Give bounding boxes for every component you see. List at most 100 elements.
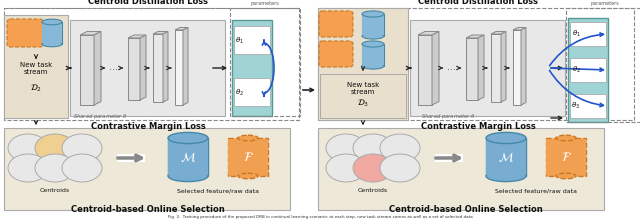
FancyBboxPatch shape xyxy=(319,11,353,37)
Bar xyxy=(513,30,521,105)
Ellipse shape xyxy=(486,170,526,182)
Bar xyxy=(168,139,208,175)
Ellipse shape xyxy=(326,134,366,162)
Ellipse shape xyxy=(353,154,393,182)
Polygon shape xyxy=(491,32,506,34)
Bar xyxy=(362,14,384,36)
Polygon shape xyxy=(140,35,146,100)
Polygon shape xyxy=(521,28,526,105)
Text: $\theta_2$: $\theta_2$ xyxy=(572,65,580,75)
Polygon shape xyxy=(478,35,484,100)
Bar xyxy=(128,38,140,100)
Bar xyxy=(318,128,604,210)
Bar xyxy=(570,58,606,82)
Text: $\mathcal{M}$: $\mathcal{M}$ xyxy=(180,150,196,164)
Bar xyxy=(410,20,565,116)
Bar xyxy=(486,139,526,175)
Bar xyxy=(486,138,526,176)
Text: $\mathcal{D}_2$: $\mathcal{D}_2$ xyxy=(30,82,42,94)
Bar xyxy=(362,44,384,66)
Bar xyxy=(566,8,640,122)
Polygon shape xyxy=(80,32,101,35)
Text: Centroid-based Online Selection: Centroid-based Online Selection xyxy=(389,205,543,214)
Ellipse shape xyxy=(62,134,102,162)
FancyBboxPatch shape xyxy=(7,19,43,47)
Text: Centroid Distillation Loss: Centroid Distillation Loss xyxy=(418,0,538,6)
Polygon shape xyxy=(418,32,439,35)
Text: Centroids: Centroids xyxy=(40,188,70,193)
Bar xyxy=(117,154,145,162)
Text: Shared parameter $\theta$: Shared parameter $\theta$ xyxy=(420,112,476,121)
Text: Centroid Distillation Loss: Centroid Distillation Loss xyxy=(88,0,208,6)
Bar xyxy=(546,138,586,176)
Text: $\theta_1$: $\theta_1$ xyxy=(234,36,243,46)
Polygon shape xyxy=(175,28,188,30)
Text: $\theta_1$: $\theta_1$ xyxy=(572,29,580,39)
Polygon shape xyxy=(128,35,146,38)
Polygon shape xyxy=(153,32,168,34)
Ellipse shape xyxy=(380,134,420,162)
Bar xyxy=(320,74,406,118)
Polygon shape xyxy=(501,32,506,102)
Bar xyxy=(230,8,300,116)
Bar xyxy=(546,139,586,175)
Ellipse shape xyxy=(8,154,48,182)
Ellipse shape xyxy=(168,170,208,182)
Ellipse shape xyxy=(362,63,384,69)
Polygon shape xyxy=(183,28,188,105)
Ellipse shape xyxy=(556,173,576,179)
Bar xyxy=(4,15,68,118)
Ellipse shape xyxy=(353,134,393,162)
Ellipse shape xyxy=(35,154,75,182)
Ellipse shape xyxy=(42,41,62,47)
Text: New task
stream: New task stream xyxy=(20,61,52,75)
Text: Contrastive Margin Loss: Contrastive Margin Loss xyxy=(420,122,536,131)
Ellipse shape xyxy=(486,132,526,144)
Text: ···: ··· xyxy=(447,65,456,75)
Bar xyxy=(42,22,62,44)
Text: $\mathcal{F}$: $\mathcal{F}$ xyxy=(561,151,572,163)
Bar xyxy=(234,78,270,106)
Bar xyxy=(228,139,268,175)
Ellipse shape xyxy=(380,154,420,182)
Polygon shape xyxy=(432,32,439,105)
Text: New task
stream: New task stream xyxy=(347,81,379,95)
Bar xyxy=(466,38,478,100)
Ellipse shape xyxy=(8,134,48,162)
Ellipse shape xyxy=(556,135,576,141)
Ellipse shape xyxy=(362,41,384,47)
Bar xyxy=(570,94,606,118)
Ellipse shape xyxy=(42,19,62,25)
Bar xyxy=(362,15,384,35)
Ellipse shape xyxy=(362,11,384,17)
Bar xyxy=(153,34,163,102)
Text: $\mathcal{F}$: $\mathcal{F}$ xyxy=(243,151,253,163)
Bar xyxy=(70,20,225,116)
Bar xyxy=(42,23,62,43)
Text: Centroids: Centroids xyxy=(358,188,388,193)
Text: Task-specific
parameters: Task-specific parameters xyxy=(589,0,620,6)
Text: ···: ··· xyxy=(109,65,118,75)
Polygon shape xyxy=(94,32,101,105)
Ellipse shape xyxy=(326,154,366,182)
Text: Fig. 3.  Training procedure of the proposed DRB in continual learning scenario: : Fig. 3. Training procedure of the propos… xyxy=(168,215,472,219)
Bar xyxy=(234,26,270,54)
Bar xyxy=(168,138,208,176)
Text: Selected feature/raw data: Selected feature/raw data xyxy=(177,188,259,193)
Ellipse shape xyxy=(238,173,258,179)
Text: $\mathcal{D}_3$: $\mathcal{D}_3$ xyxy=(357,97,369,109)
Bar xyxy=(318,8,634,120)
Ellipse shape xyxy=(35,134,75,162)
Ellipse shape xyxy=(238,135,258,141)
Bar xyxy=(570,22,606,46)
Text: Centroid-based Online Selection: Centroid-based Online Selection xyxy=(71,205,225,214)
Polygon shape xyxy=(466,35,484,38)
Ellipse shape xyxy=(168,132,208,144)
Bar xyxy=(435,154,463,162)
Text: Contrastive Margin Loss: Contrastive Margin Loss xyxy=(91,122,205,131)
Text: $\mathcal{M}$: $\mathcal{M}$ xyxy=(498,150,514,164)
Text: $\theta_3$: $\theta_3$ xyxy=(572,101,580,111)
Text: Selected feature/raw data: Selected feature/raw data xyxy=(495,188,577,193)
Text: Task-specific
parameters: Task-specific parameters xyxy=(250,0,280,6)
FancyBboxPatch shape xyxy=(319,41,353,67)
